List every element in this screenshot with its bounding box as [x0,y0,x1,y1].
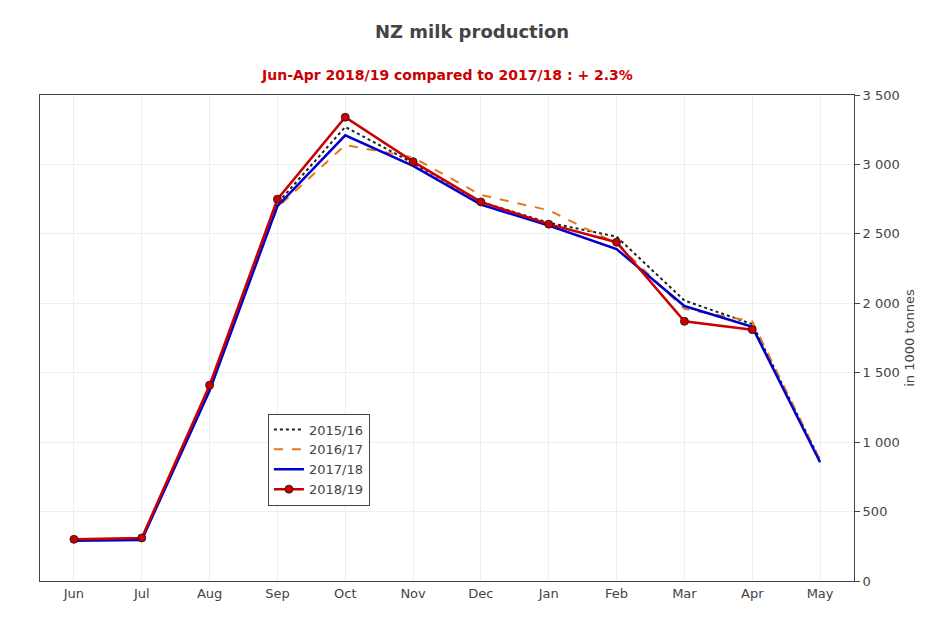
svg-text:May: May [807,586,834,601]
svg-text:2015/16: 2015/16 [309,423,363,438]
svg-text:Jan: Jan [538,586,559,601]
svg-text:NZ milk production: NZ milk production [375,21,569,42]
svg-text:in 1000 tonnes: in 1000 tonnes [902,289,917,387]
svg-text:2 000: 2 000 [863,296,900,311]
svg-text:Mar: Mar [672,586,697,601]
svg-text:2 500: 2 500 [863,226,900,241]
svg-text:Jun: Jun [63,586,84,601]
svg-text:Apr: Apr [741,586,764,601]
svg-text:Dec: Dec [468,586,493,601]
svg-text:1 000: 1 000 [863,435,900,450]
svg-text:2017/18: 2017/18 [309,462,363,477]
svg-text:Sep: Sep [265,586,290,601]
svg-text:Jun-Apr 2018/19 compared to 20: Jun-Apr 2018/19 compared to 2017/18 : + … [261,67,633,83]
svg-text:Oct: Oct [334,586,356,601]
svg-text:2018/19: 2018/19 [309,482,363,497]
svg-text:Nov: Nov [400,586,426,601]
svg-text:1 500: 1 500 [863,365,900,380]
svg-text:Feb: Feb [605,586,628,601]
svg-text:500: 500 [863,504,888,519]
svg-text:3 000: 3 000 [863,157,900,172]
svg-text:3 500: 3 500 [863,88,900,103]
svg-text:0: 0 [863,574,871,589]
svg-text:Aug: Aug [197,586,222,601]
svg-text:Jul: Jul [133,586,150,601]
svg-text:2016/17: 2016/17 [309,442,363,457]
